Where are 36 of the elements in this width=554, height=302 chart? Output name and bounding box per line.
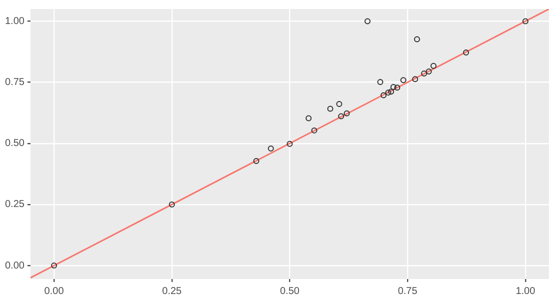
point: [412, 76, 418, 82]
point: [51, 262, 58, 269]
point: [414, 36, 420, 42]
y-tick-label: 0.25: [4, 199, 25, 210]
point: [430, 62, 437, 69]
y-tick-label: 0.00: [4, 260, 25, 272]
x-tick-label: 1.00: [516, 286, 536, 297]
point: [522, 18, 528, 24]
point: [385, 90, 392, 96]
point: [463, 49, 470, 56]
point: [336, 101, 342, 108]
x-tick-label: 0.75: [398, 286, 418, 297]
point: [306, 115, 312, 122]
point: [390, 84, 396, 90]
point: [388, 88, 394, 95]
point: [327, 106, 334, 112]
point: [168, 201, 175, 208]
point: [377, 79, 384, 86]
x-tick-label: 0.50: [280, 286, 300, 297]
y-tick-label: 0.75: [4, 77, 25, 88]
point: [253, 158, 260, 164]
y-tick-label: 0.50: [4, 138, 25, 150]
point: [380, 92, 387, 98]
point: [426, 68, 432, 75]
point: [421, 70, 428, 77]
point: [364, 18, 371, 24]
point: [286, 140, 293, 147]
point: [394, 84, 400, 91]
point: [311, 127, 318, 134]
point: [268, 146, 274, 152]
point: [338, 113, 344, 120]
point: [400, 77, 406, 84]
point: [344, 110, 350, 116]
x-tick-label: 0.00: [44, 286, 64, 297]
y-tick-label: 1.00: [4, 16, 25, 27]
x-tick-label: 0.25: [162, 286, 182, 297]
